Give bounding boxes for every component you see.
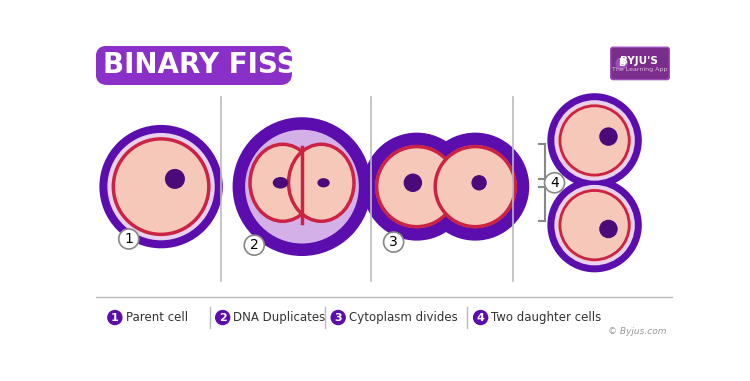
Circle shape <box>599 220 618 238</box>
Circle shape <box>427 139 523 234</box>
Text: 3: 3 <box>334 312 342 323</box>
Text: 1: 1 <box>111 312 118 323</box>
Text: BINARY FISSION: BINARY FISSION <box>104 51 354 79</box>
Text: Cytoplasm divides: Cytoplasm divides <box>349 311 458 324</box>
Circle shape <box>383 232 404 252</box>
Circle shape <box>107 310 122 325</box>
Text: BYJU'S: BYJU'S <box>620 56 658 66</box>
Text: DNA Duplicates: DNA Duplicates <box>233 311 326 324</box>
Text: 3: 3 <box>389 235 398 249</box>
Circle shape <box>238 123 365 250</box>
Text: Two daughter cells: Two daughter cells <box>491 311 602 324</box>
Text: 4: 4 <box>477 312 484 323</box>
Text: 1: 1 <box>124 232 134 246</box>
Circle shape <box>106 131 217 242</box>
FancyBboxPatch shape <box>96 46 292 85</box>
Text: The Learning App: The Learning App <box>611 67 667 72</box>
Circle shape <box>110 135 213 238</box>
Circle shape <box>544 173 565 193</box>
Circle shape <box>560 106 629 175</box>
Circle shape <box>369 139 464 234</box>
Circle shape <box>435 147 515 227</box>
Circle shape <box>560 190 629 260</box>
Circle shape <box>552 98 637 183</box>
Circle shape <box>331 310 346 325</box>
Circle shape <box>118 229 139 249</box>
Circle shape <box>113 139 209 234</box>
Circle shape <box>599 127 618 146</box>
Ellipse shape <box>250 144 316 221</box>
Circle shape <box>472 175 487 190</box>
Ellipse shape <box>289 144 354 221</box>
Circle shape <box>404 173 422 192</box>
Circle shape <box>473 310 488 325</box>
Text: Parent cell: Parent cell <box>126 311 188 324</box>
Text: © Byjus.com: © Byjus.com <box>608 327 667 336</box>
Ellipse shape <box>273 177 288 189</box>
Circle shape <box>552 183 637 267</box>
Circle shape <box>165 169 185 189</box>
Circle shape <box>556 187 633 264</box>
Circle shape <box>244 235 264 255</box>
Circle shape <box>215 310 230 325</box>
Circle shape <box>556 102 633 179</box>
Circle shape <box>615 57 628 70</box>
Text: 4: 4 <box>550 176 559 190</box>
FancyBboxPatch shape <box>610 47 669 80</box>
Text: 2: 2 <box>250 238 259 252</box>
Ellipse shape <box>317 178 330 187</box>
Circle shape <box>376 147 457 227</box>
Text: 2: 2 <box>219 312 226 323</box>
Text: B: B <box>618 58 626 69</box>
